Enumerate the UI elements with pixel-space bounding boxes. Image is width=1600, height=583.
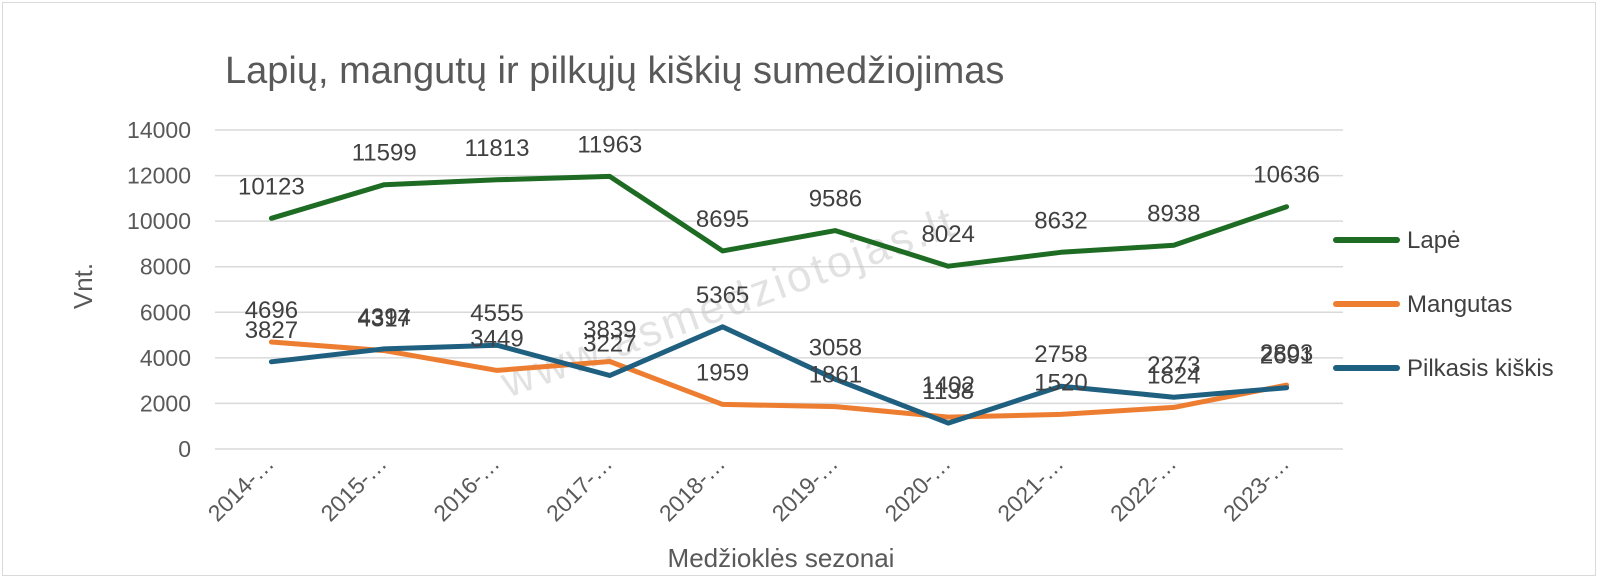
legend-label: Pilkasis kiškis [1407, 355, 1554, 382]
x-tick-label: 2019-… [767, 450, 843, 526]
data-label: 8938 [1147, 200, 1200, 227]
y-tick-label: 10000 [127, 208, 191, 234]
data-label: 5365 [696, 282, 749, 309]
y-tick-label: 14000 [127, 117, 191, 143]
data-label: 9586 [809, 186, 862, 213]
data-label: 1959 [696, 359, 749, 386]
data-label: 11599 [352, 140, 417, 167]
x-tick-label: 2018-… [654, 450, 730, 526]
data-label: 11963 [577, 131, 642, 158]
legend-label: Lapė [1407, 227, 1460, 254]
data-label: 10123 [238, 173, 305, 200]
y-tick-label: 0 [178, 436, 191, 462]
data-label: 3449 [470, 325, 523, 352]
data-label: 1861 [809, 362, 862, 389]
y-tick-label: 6000 [140, 299, 191, 325]
data-label: 8632 [1034, 207, 1087, 234]
x-axis-ticks: 2014-… 2015-… 2016-… 2017-… 2018-… 2019-… 2020… [203, 450, 1294, 526]
data-label: 4394 [358, 304, 411, 331]
y-axis-ticks: 0 2000 4000 6000 8000 10000 12000 14000 [127, 117, 191, 462]
x-tick-label: 2021-… [992, 450, 1068, 526]
x-tick-label: 2022-… [1105, 450, 1181, 526]
x-tick-label: 2014-… [203, 450, 279, 526]
chart-title: Lapių, mangutų ir pilkųjų kiškių sumedži… [225, 50, 1004, 92]
x-tick-label: 2016-… [428, 450, 504, 526]
x-tick-label: 2017-… [541, 450, 617, 526]
data-label: 3058 [809, 334, 862, 361]
y-tick-label: 4000 [140, 345, 191, 371]
data-label: 1520 [1034, 369, 1087, 396]
data-label: 4555 [470, 300, 523, 327]
legend: Lapė Mangutas Pilkasis kiškis [1336, 227, 1554, 382]
data-label: 8695 [696, 206, 749, 233]
y-tick-label: 2000 [140, 390, 191, 416]
data-label: 8024 [922, 221, 975, 248]
data-label: 10636 [1253, 162, 1320, 189]
data-label: 3827 [245, 317, 298, 344]
data-label: 2758 [1034, 341, 1087, 368]
line-chart: Lapių, mangutų ir pilkųjų kiškių sumedži… [3, 3, 1600, 583]
y-tick-label: 8000 [140, 254, 191, 280]
data-label: 3227 [583, 330, 636, 357]
legend-label: Mangutas [1407, 291, 1512, 318]
data-label: 2691 [1260, 343, 1313, 370]
x-tick-label: 2015-… [315, 450, 391, 526]
y-tick-label: 12000 [127, 163, 191, 189]
x-tick-label: 2020-… [879, 450, 955, 526]
x-tick-label: 2023-… [1218, 450, 1294, 526]
data-label: 1138 [922, 378, 974, 405]
x-axis-label: Medžioklės sezonai [668, 543, 895, 573]
y-axis-label: Vnt. [68, 263, 98, 309]
data-label: 2273 [1147, 352, 1200, 379]
data-label: 11813 [465, 135, 530, 162]
